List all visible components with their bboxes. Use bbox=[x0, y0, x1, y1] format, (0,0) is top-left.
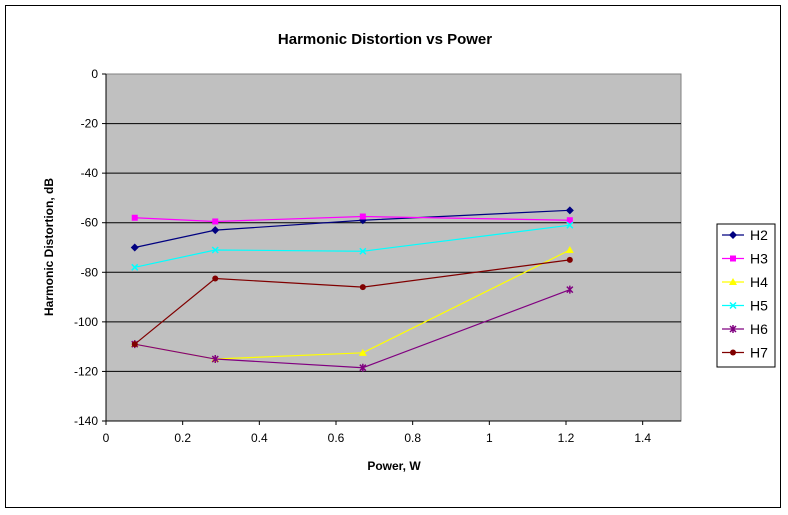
legend-label: H5 bbox=[750, 298, 768, 314]
data-point bbox=[566, 285, 574, 294]
legend-marker bbox=[730, 349, 736, 356]
data-point bbox=[566, 256, 573, 263]
legend-item: H7 bbox=[722, 345, 768, 361]
y-tick-labels: 0 -20 -40 -60 -80 -100 -120 -140 bbox=[74, 67, 98, 428]
series-h5 bbox=[131, 221, 574, 271]
gridlines bbox=[106, 123, 681, 372]
data-point bbox=[359, 247, 367, 255]
data-point bbox=[358, 348, 367, 356]
y-tick-label: 0 bbox=[91, 67, 98, 81]
data-point bbox=[566, 221, 574, 229]
series-line bbox=[134, 289, 571, 369]
series-line bbox=[134, 209, 570, 249]
data-point bbox=[212, 275, 219, 282]
data-point bbox=[211, 355, 219, 364]
data-point bbox=[565, 206, 574, 215]
x-tick-label: 0.8 bbox=[404, 431, 421, 445]
x-tick-label: 1 bbox=[486, 431, 493, 445]
series-line bbox=[134, 215, 570, 223]
x-tick-label: 1.2 bbox=[558, 431, 575, 445]
legend-item: H2 bbox=[722, 227, 768, 243]
x-tick-label: 0 bbox=[103, 431, 110, 445]
x-tick-label: 0.4 bbox=[251, 431, 268, 445]
chart-title: Harmonic Distortion vs Power bbox=[278, 31, 492, 48]
data-point bbox=[565, 245, 574, 253]
series-layer bbox=[130, 206, 574, 372]
series-line bbox=[134, 259, 570, 345]
x-axis-title: Power, W bbox=[367, 459, 421, 473]
y-tick-label: -140 bbox=[74, 414, 98, 428]
data-point bbox=[359, 213, 366, 220]
data-point bbox=[211, 246, 219, 254]
data-point bbox=[130, 243, 139, 252]
y-tick-label: -100 bbox=[74, 315, 98, 329]
legend-item: H4 bbox=[722, 274, 768, 290]
legend-label: H3 bbox=[750, 251, 768, 267]
y-tick-label: -40 bbox=[81, 166, 99, 180]
y-axis-title: Harmonic Distortion, dB bbox=[42, 178, 56, 316]
legend-label: H7 bbox=[750, 345, 768, 361]
data-point bbox=[131, 263, 139, 271]
y-tick-label: -80 bbox=[81, 265, 99, 279]
legend-item: H3 bbox=[722, 251, 768, 267]
legend: H2 H3 H4 H5 H6 H7 bbox=[716, 223, 776, 368]
y-tick-label: -60 bbox=[81, 216, 99, 230]
legend-box bbox=[716, 223, 776, 368]
data-point bbox=[566, 217, 573, 224]
data-point bbox=[131, 214, 138, 221]
x-tick-label: 0.6 bbox=[328, 431, 345, 445]
series-h3 bbox=[131, 213, 573, 225]
series-h7 bbox=[131, 256, 573, 348]
x-tick-label: 0.2 bbox=[174, 431, 191, 445]
legend-marker bbox=[729, 301, 737, 310]
data-point bbox=[359, 284, 366, 291]
data-point bbox=[359, 363, 367, 372]
data-point bbox=[212, 218, 219, 225]
legend-item: H5 bbox=[722, 298, 768, 314]
y-tick-label: -120 bbox=[74, 364, 98, 378]
legend-marker bbox=[730, 255, 736, 262]
legend-marker bbox=[729, 278, 737, 285]
legend-marker bbox=[729, 325, 737, 333]
legend-label: H2 bbox=[750, 227, 768, 243]
data-point bbox=[211, 226, 220, 235]
x-tick-label: 1.4 bbox=[634, 431, 651, 445]
data-point bbox=[131, 341, 138, 348]
y-tick-label: -20 bbox=[81, 117, 99, 131]
legend-item: H6 bbox=[722, 321, 768, 337]
x-tick-labels: 0 0.2 0.4 0.6 0.8 1 1.2 1.4 bbox=[103, 431, 652, 445]
legend-label: H6 bbox=[750, 321, 768, 337]
series-line bbox=[134, 224, 570, 268]
legend-marker bbox=[729, 231, 737, 239]
axes bbox=[102, 73, 681, 425]
legend-label: H4 bbox=[750, 274, 768, 290]
